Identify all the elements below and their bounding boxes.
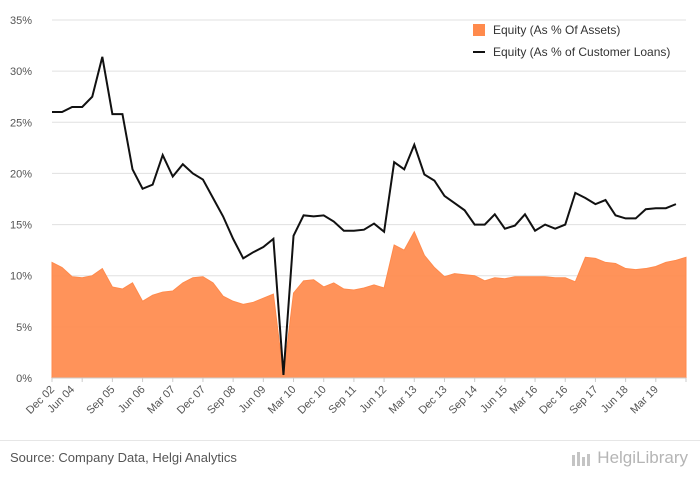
x-tick-label: Sep 05 — [84, 384, 117, 417]
y-tick-label: 5% — [16, 322, 32, 334]
x-tick-label: Sep 11 — [326, 384, 359, 417]
x-tick-label: Mar 10 — [266, 384, 299, 417]
y-tick-label: 35% — [10, 15, 32, 27]
x-tick-label: Jun 12 — [357, 384, 389, 416]
brand-name: HelgiLibrary — [597, 448, 688, 467]
x-tick-label: Jun 18 — [599, 384, 631, 416]
library-icon — [572, 452, 591, 466]
line-series-layer — [51, 56, 677, 376]
legend-swatch-area — [473, 24, 485, 36]
x-tick-label: Jun 09 — [237, 384, 269, 416]
x-tick-label: Dec 10 — [296, 384, 329, 417]
x-tick-label: Jun 06 — [116, 384, 148, 416]
x-tick-label: Mar 13 — [387, 384, 420, 417]
x-tick-label: Sep 17 — [567, 384, 600, 417]
y-tick-label: 20% — [10, 168, 32, 180]
source-text: Source: Company Data, Helgi Analytics — [10, 450, 237, 465]
y-tick-label: 10% — [10, 271, 32, 283]
area-series-layer — [51, 230, 687, 379]
y-tick-label: 15% — [10, 220, 32, 232]
legend-label: Equity (As % Of Assets) — [493, 23, 620, 37]
series-area-equity-assets — [51, 230, 687, 379]
x-tick-label: Mar 07 — [145, 384, 178, 417]
x-tick-label: Dec 13 — [416, 384, 449, 417]
x-tick-label: Dec 16 — [537, 384, 570, 417]
x-tick-label: Sep 08 — [205, 384, 238, 417]
legend: Equity (As % Of Assets) Equity (As % of C… — [473, 23, 670, 59]
legend-label: Equity (As % of Customer Loans) — [493, 45, 670, 59]
y-tick-label: 30% — [10, 66, 32, 78]
footer-divider — [0, 440, 700, 441]
y-tick-label: 25% — [10, 117, 32, 129]
brand-logo: HelgiLibrary — [571, 448, 688, 468]
x-tick-label: Mar 16 — [507, 384, 540, 417]
x-tick-label: Dec 07 — [175, 384, 208, 417]
x-tick-label: Mar 19 — [628, 384, 661, 417]
y-axis: 0% 5% 10% 15% 20% 25% 30% 35% — [10, 15, 32, 385]
y-tick-label: 0% — [16, 373, 32, 385]
x-tick-label: Jun 15 — [478, 384, 510, 416]
x-tick-label: Sep 14 — [447, 384, 480, 417]
